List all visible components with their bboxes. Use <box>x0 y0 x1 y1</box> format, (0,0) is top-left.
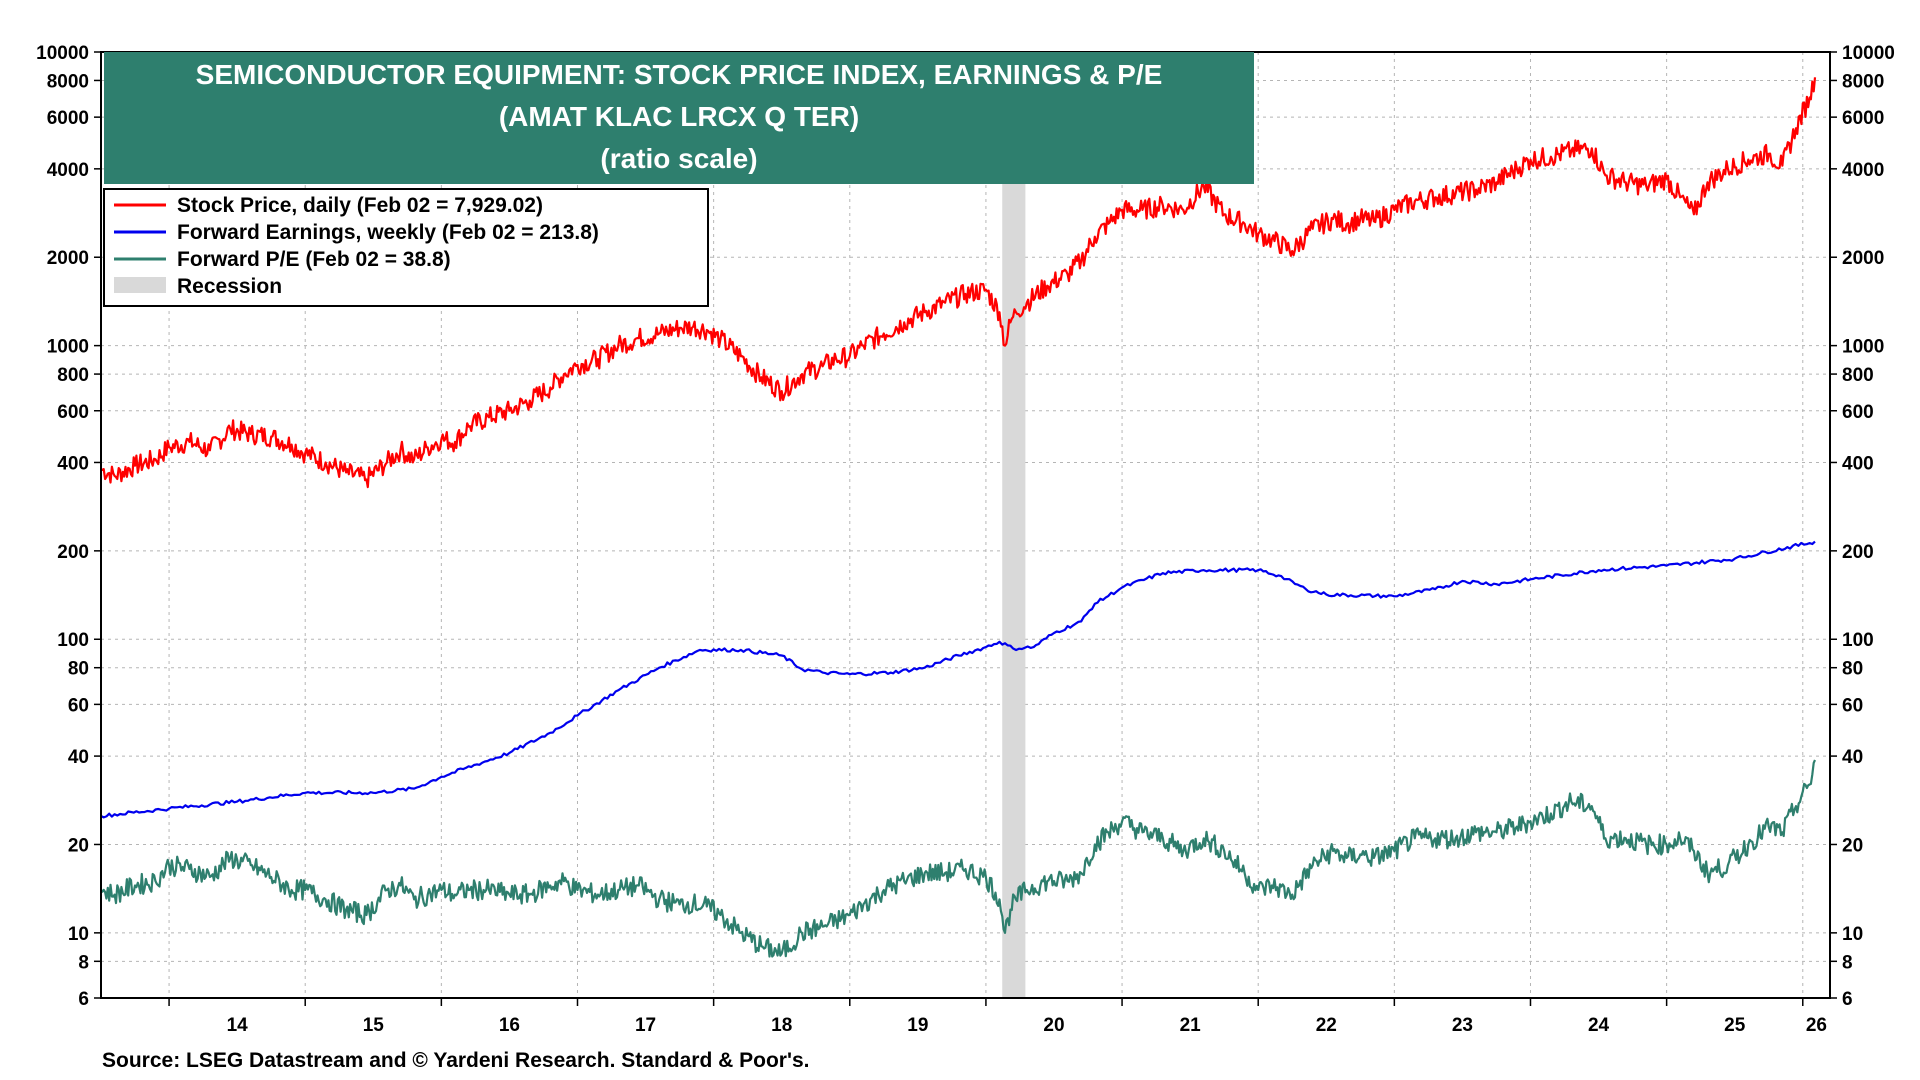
x-tick-label-14: 14 <box>227 1015 249 1036</box>
y-tick-label-left-200: 200 <box>57 542 89 563</box>
y-tick-label-right-400: 400 <box>1842 453 1874 474</box>
y-tick-label-right-2000: 2000 <box>1842 248 1884 269</box>
y-tick-label-right-4000: 4000 <box>1842 160 1884 181</box>
x-tick-label-22: 22 <box>1316 1015 1337 1036</box>
y-tick-label-left-600: 600 <box>57 402 89 423</box>
x-tick-label-21: 21 <box>1180 1015 1202 1036</box>
x-tick-label-16: 16 <box>499 1015 520 1036</box>
y-tick-label-right-60: 60 <box>1842 695 1863 716</box>
recession-band <box>1002 52 1026 998</box>
series-line-stock-price <box>100 77 1817 489</box>
legend-box <box>103 188 709 307</box>
y-tick-label-left-40: 40 <box>68 747 89 768</box>
y-tick-label-right-600: 600 <box>1842 402 1874 423</box>
legend-label-forward-earnings: Forward Earnings, weekly (Feb 02 = 213.8… <box>177 221 599 244</box>
y-tick-label-right-100: 100 <box>1842 630 1874 651</box>
y-axis-left: 10000 8000 6000 4000 2000 1000 800 600 400 200 100… <box>36 43 101 1010</box>
y-tick-label-left-800: 800 <box>57 365 89 386</box>
y-axis-right: 10000 8000 6000 4000 2000 1000 800 600 400 200 100… <box>1830 43 1895 1010</box>
x-tick-label-17: 17 <box>635 1015 656 1036</box>
y-tick-label-left-4000: 4000 <box>47 160 89 181</box>
x-tick-label-24: 24 <box>1588 1015 1610 1036</box>
y-tick-label-left-1000: 1000 <box>47 337 89 358</box>
y-tick-label-left-2000: 2000 <box>47 248 89 269</box>
series-layer <box>100 77 1817 958</box>
x-tick-label-26: 26 <box>1806 1015 1827 1036</box>
y-tick-label-left-8000: 8000 <box>47 71 89 92</box>
y-tick-label-right-10: 10 <box>1842 924 1863 945</box>
y-tick-label-right-1000: 1000 <box>1842 337 1884 358</box>
legend: Stock Price, daily (Feb 02 = 7,929.02) F… <box>103 188 709 307</box>
x-tick-label-25: 25 <box>1724 1015 1746 1036</box>
y-tick-label-right-6: 6 <box>1842 989 1853 1010</box>
y-tick-label-right-40: 40 <box>1842 747 1863 768</box>
y-tick-label-right-8: 8 <box>1842 952 1853 973</box>
legend-swatch-recession <box>114 277 166 293</box>
series-line-forward-p-e <box>100 759 1817 958</box>
x-tick-label-15: 15 <box>363 1015 385 1036</box>
y-tick-label-left-6000: 6000 <box>47 108 89 129</box>
y-tick-label-right-800: 800 <box>1842 365 1874 386</box>
x-tick-label-20: 20 <box>1043 1015 1064 1036</box>
title-background <box>104 52 1254 184</box>
y-tick-label-left-80: 80 <box>68 659 89 680</box>
x-axis: 14 15 16 17 18 19 20 21 22 23 24 25 26 <box>168 998 1827 1036</box>
y-tick-label-right-8000: 8000 <box>1842 71 1884 92</box>
y-tick-label-left-6: 6 <box>78 989 89 1010</box>
y-tick-label-left-8: 8 <box>78 952 89 973</box>
x-tick-label-19: 19 <box>907 1015 928 1036</box>
y-tick-label-right-80: 80 <box>1842 659 1863 680</box>
y-tick-label-left-100: 100 <box>57 630 89 651</box>
y-tick-label-left-10: 10 <box>68 924 89 945</box>
series-line-forward-earnings <box>100 540 1816 819</box>
y-tick-label-right-200: 200 <box>1842 542 1874 563</box>
legend-label-recession: Recession <box>177 275 282 298</box>
recession-band-layer <box>1002 52 1026 998</box>
chart-title: SEMICONDUCTOR EQUIPMENT: STOCK PRICE IND… <box>196 59 1163 90</box>
y-tick-label-left-20: 20 <box>68 835 89 856</box>
y-tick-label-right-10000: 10000 <box>1842 43 1895 64</box>
y-tick-label-right-20: 20 <box>1842 835 1863 856</box>
legend-label-forward-pe: Forward P/E (Feb 02 = 38.8) <box>177 248 451 271</box>
y-tick-label-left-10000: 10000 <box>36 43 89 64</box>
x-tick-label-18: 18 <box>771 1015 792 1036</box>
legend-label-stock-price: Stock Price, daily (Feb 02 = 7,929.02) <box>177 194 543 217</box>
y-tick-label-right-6000: 6000 <box>1842 108 1884 129</box>
y-tick-label-left-400: 400 <box>57 453 89 474</box>
y-tick-label-left-60: 60 <box>68 695 89 716</box>
x-tick-label-23: 23 <box>1452 1015 1473 1036</box>
chart-scale-note: (ratio scale) <box>600 143 757 174</box>
title-box: SEMICONDUCTOR EQUIPMENT: STOCK PRICE IND… <box>104 52 1254 184</box>
source-note: Source: LSEG Datastream and © Yardeni Re… <box>102 1049 809 1072</box>
chart-subtitle: (AMAT KLAC LRCX Q TER) <box>499 101 859 132</box>
